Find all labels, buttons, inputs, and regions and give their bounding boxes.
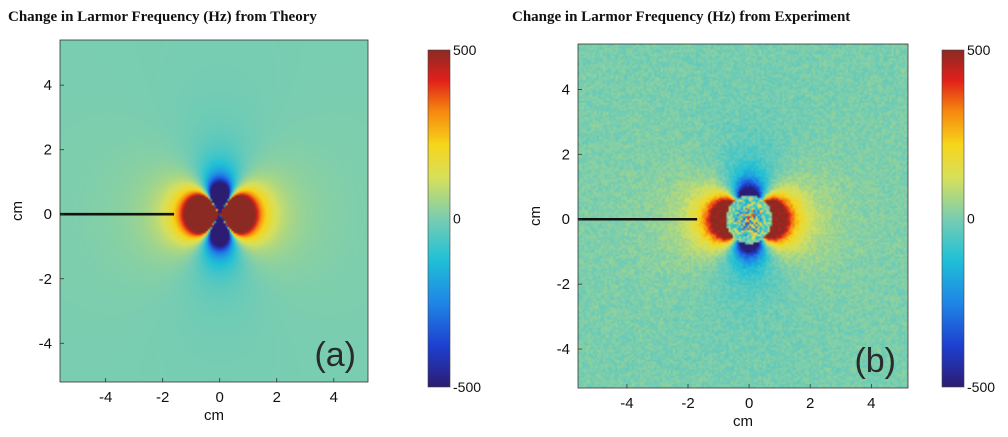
- y-tick-label: 0: [44, 206, 52, 223]
- panel-b-title: Change in Larmor Frequency (Hz) from Exp…: [512, 9, 851, 25]
- x-tick-label: 4: [867, 395, 875, 412]
- x-tick-label: 4: [330, 389, 338, 406]
- y-axis-label: cm: [9, 201, 26, 221]
- panel-label: (a): [314, 336, 356, 374]
- x-tick-label: -2: [156, 389, 169, 406]
- x-tick-label: -2: [681, 395, 694, 412]
- y-tick-label: -4: [39, 335, 52, 352]
- heatmap-cells: [60, 40, 368, 382]
- x-tick-label: 0: [216, 389, 224, 406]
- x-axis-label: cm: [733, 413, 753, 430]
- x-tick-label: 2: [806, 395, 814, 412]
- colorbar-tick-label: -500: [967, 379, 995, 395]
- colorbar-tick-label: 0: [967, 211, 975, 227]
- plot-frame: [577, 43, 909, 389]
- x-tick-label: -4: [99, 389, 112, 406]
- y-tick-label: 2: [562, 146, 570, 163]
- x-axis-label: cm: [204, 407, 224, 424]
- y-tick-label: 4: [44, 77, 52, 94]
- y-tick-label: -2: [557, 276, 570, 293]
- colorbar: [941, 49, 965, 388]
- colorbar: [427, 49, 451, 388]
- y-axis-label: cm: [527, 206, 544, 226]
- panel-a-title: Change in Larmor Frequency (Hz) from The…: [8, 9, 317, 25]
- heatmap-cells: [578, 44, 908, 388]
- x-tick-label: -4: [620, 395, 633, 412]
- y-tick-label: 4: [562, 81, 570, 98]
- colorbar-tick-label: 500: [453, 42, 477, 58]
- colorbar-tick-label: -500: [453, 379, 481, 395]
- colorbar-tick-label: 500: [967, 42, 991, 58]
- y-tick-label: 2: [44, 142, 52, 159]
- y-tick-label: 0: [562, 211, 570, 228]
- y-tick-label: -4: [557, 341, 570, 358]
- x-tick-label: 2: [273, 389, 281, 406]
- y-tick-label: -2: [39, 271, 52, 288]
- panel-label: (b): [854, 342, 896, 380]
- x-tick-label: 0: [745, 395, 753, 412]
- colorbar-tick-label: 0: [453, 211, 461, 227]
- plot-frame: [59, 39, 369, 383]
